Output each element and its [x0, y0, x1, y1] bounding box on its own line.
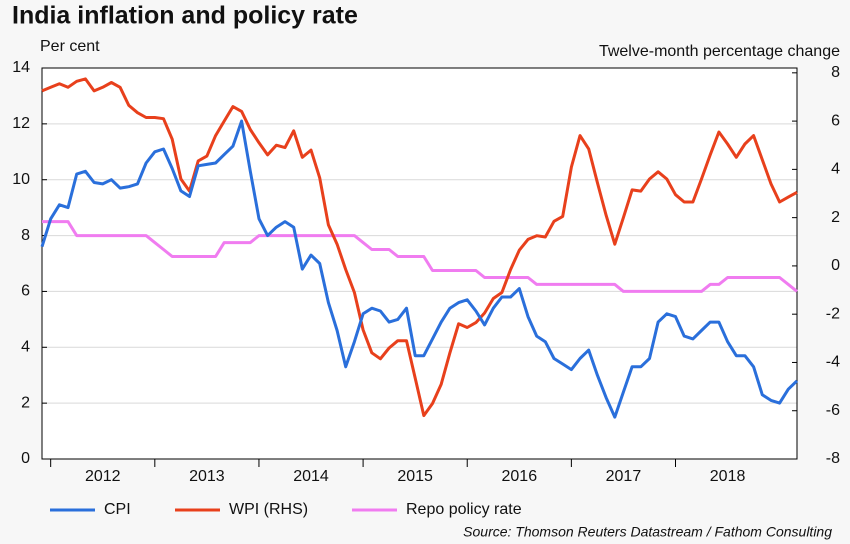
y2-tick-label: -8 [826, 450, 840, 467]
legend-label: Repo policy rate [406, 501, 522, 518]
y2-tick-label: -6 [826, 402, 840, 419]
y-tick-label: 6 [21, 283, 30, 300]
x-tick-label: 2014 [293, 468, 329, 485]
y-axis-label: Per cent [40, 38, 100, 55]
y-tick-label: 2 [21, 394, 30, 411]
y-tick-label: 14 [12, 59, 30, 76]
plot-frame [41, 67, 798, 460]
x-tick-label: 2015 [397, 468, 433, 485]
legend-label: WPI (RHS) [229, 501, 308, 518]
series-line [40, 119, 799, 419]
y2-tick-label: 4 [831, 161, 840, 178]
y-tick-label: 10 [12, 171, 30, 188]
y-tick-label: 0 [21, 450, 30, 467]
y2-tick-label: 8 [831, 64, 840, 81]
y2-tick-label: -4 [826, 354, 840, 371]
chart-title: India inflation and policy rate [12, 2, 358, 30]
y2-tick-label: 2 [831, 209, 840, 226]
x-tick-label: 2017 [606, 468, 642, 485]
y2-tick-label: 0 [831, 257, 840, 274]
y-tick-label: 4 [21, 339, 30, 356]
x-tick-label: 2018 [710, 468, 746, 485]
x-tick-label: 2016 [502, 468, 538, 485]
x-tick-label: 2013 [189, 468, 225, 485]
y2-tick-label: 6 [831, 112, 840, 129]
y2-tick-label: -2 [826, 305, 840, 322]
series-line [42, 220, 798, 293]
y-tick-label: 12 [12, 115, 30, 132]
y-tick-label: 8 [21, 227, 30, 244]
source: Source: Thomson Reuters Datastream / Fat… [463, 524, 832, 540]
x-tick-label: 2012 [85, 468, 121, 485]
y2-axis-label: Twelve-month percentage change [599, 43, 840, 60]
series-line [41, 77, 798, 418]
legend-label: CPI [104, 501, 131, 518]
